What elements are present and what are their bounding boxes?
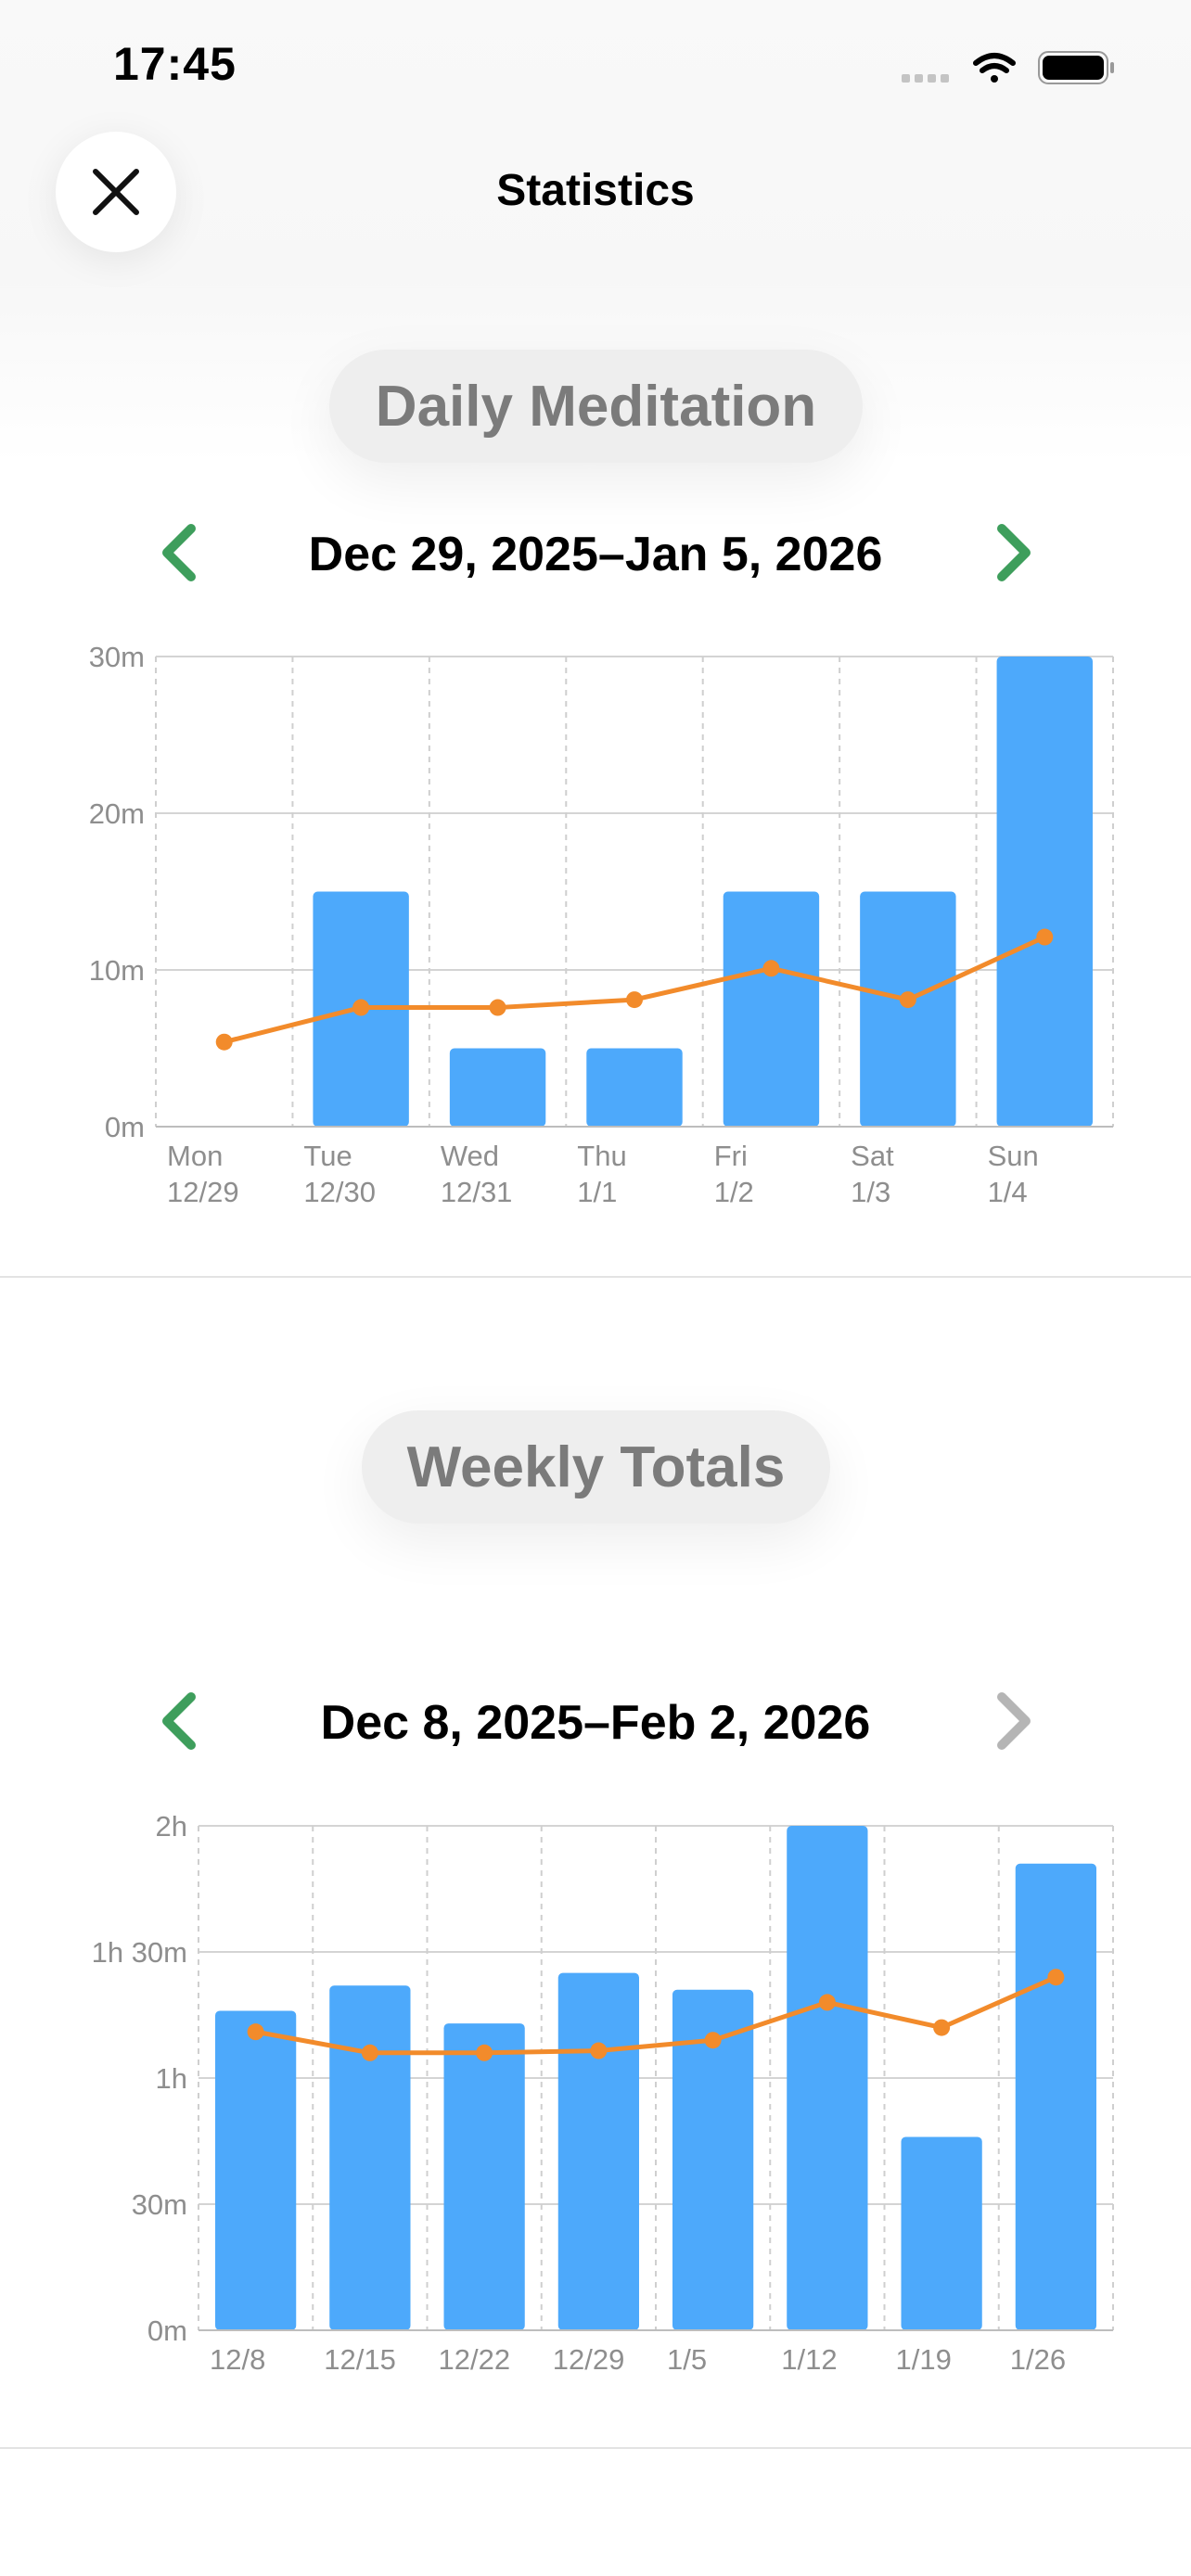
y-tick-label: 1h (156, 2062, 187, 2095)
x-tick-label: Sat 1/3 (851, 1140, 894, 1208)
daily-section-title: Daily Meditation (329, 350, 863, 463)
y-tick-label: 30m (132, 2188, 187, 2221)
x-tick-label: 12/8 (210, 2343, 265, 2376)
x-tick-label: Tue 12/30 (303, 1140, 376, 1208)
average-point (626, 991, 643, 1009)
section-divider (0, 2447, 1191, 2449)
weekly-next-button[interactable] (974, 1684, 1048, 1758)
average-point (489, 999, 506, 1016)
chevron-right-icon (997, 1692, 1031, 1750)
x-tick-label: 1/5 (667, 2343, 707, 2376)
average-point (476, 2044, 493, 2061)
x-tick-label: Thu 1/1 (577, 1140, 626, 1208)
average-point (762, 960, 780, 977)
bar (586, 1048, 683, 1127)
weekly-section-title: Weekly Totals (362, 1410, 830, 1524)
cellular-signal-icon (902, 74, 949, 83)
average-point (704, 2032, 722, 2049)
chevron-left-icon (162, 1692, 196, 1750)
average-point (899, 991, 916, 1009)
x-tick-label: 12/29 (553, 2343, 625, 2376)
bar (449, 1048, 546, 1127)
daily-prev-button[interactable] (145, 516, 219, 590)
average-point (247, 2023, 264, 2041)
section-divider (0, 1276, 1191, 1278)
weekly-prev-button[interactable] (145, 1684, 219, 1758)
bar (557, 1972, 639, 2330)
daily-range-navigator: Dec 29, 2025–Jan 5, 2026 (0, 516, 1191, 590)
x-tick-label: Sun 1/4 (988, 1140, 1039, 1208)
average-point (1047, 1969, 1065, 1986)
bar (860, 891, 956, 1127)
x-tick-label: 12/15 (324, 2343, 396, 2376)
weekly-range-navigator: Dec 8, 2025–Feb 2, 2026 (0, 1684, 1191, 1758)
status-time: 17:45 (113, 38, 237, 90)
close-button[interactable] (56, 132, 176, 252)
bar (787, 1826, 868, 2330)
average-point (352, 999, 370, 1016)
daily-next-button[interactable] (974, 516, 1048, 590)
x-tick-label: Fri 1/2 (714, 1140, 754, 1208)
close-icon (93, 169, 139, 215)
bar (996, 657, 1093, 1127)
bar (672, 1989, 754, 2330)
wifi-icon (973, 53, 1016, 83)
average-point (818, 1994, 836, 2011)
bar (443, 2023, 525, 2330)
weekly-range-label: Dec 8, 2025–Feb 2, 2026 (320, 1696, 871, 1750)
average-line (255, 1974, 1057, 2056)
daily-meditation-chart: 0m 10m 20m 30m Mon 12/29 Tue 12/30 Wed 12/31 Thu 1/… (89, 641, 1114, 1208)
average-point (933, 2019, 951, 2036)
y-tick-label: 10m (89, 954, 145, 987)
x-tick-label: 12/22 (439, 2343, 511, 2376)
average-point (361, 2044, 378, 2061)
x-tick-label: Mon 12/29 (167, 1140, 239, 1208)
weekly-totals-chart: 0m 30m 1h 1h 30m 2h 12/8 12/15 12/22 12/29 1/5 1/1… (92, 1810, 1114, 2376)
average-point (590, 2042, 608, 2060)
y-tick-label: 0m (147, 2315, 187, 2347)
bar (215, 2010, 297, 2330)
average-point (1036, 928, 1054, 946)
bar (901, 2136, 982, 2330)
page-title: Statistics (496, 166, 695, 215)
status-icons (902, 51, 1114, 84)
average-point (215, 1033, 233, 1051)
x-tick-label: Wed 12/31 (441, 1140, 513, 1208)
y-tick-label: 0m (105, 1111, 145, 1143)
y-tick-label: 20m (89, 797, 145, 830)
x-tick-label: 1/12 (781, 2343, 837, 2376)
bar (1015, 1863, 1096, 2330)
battery-icon (1038, 51, 1114, 84)
x-tick-label: 1/26 (1010, 2343, 1066, 2376)
y-tick-label: 1h 30m (92, 1936, 187, 1969)
bar (723, 891, 820, 1127)
chevron-left-icon (162, 524, 196, 581)
y-tick-label: 30m (89, 641, 145, 673)
daily-range-label: Dec 29, 2025–Jan 5, 2026 (308, 528, 883, 581)
bar (329, 1985, 411, 2330)
y-tick-label: 2h (156, 1810, 187, 1843)
x-tick-label: 1/19 (896, 2343, 952, 2376)
chevron-right-icon (997, 524, 1031, 581)
